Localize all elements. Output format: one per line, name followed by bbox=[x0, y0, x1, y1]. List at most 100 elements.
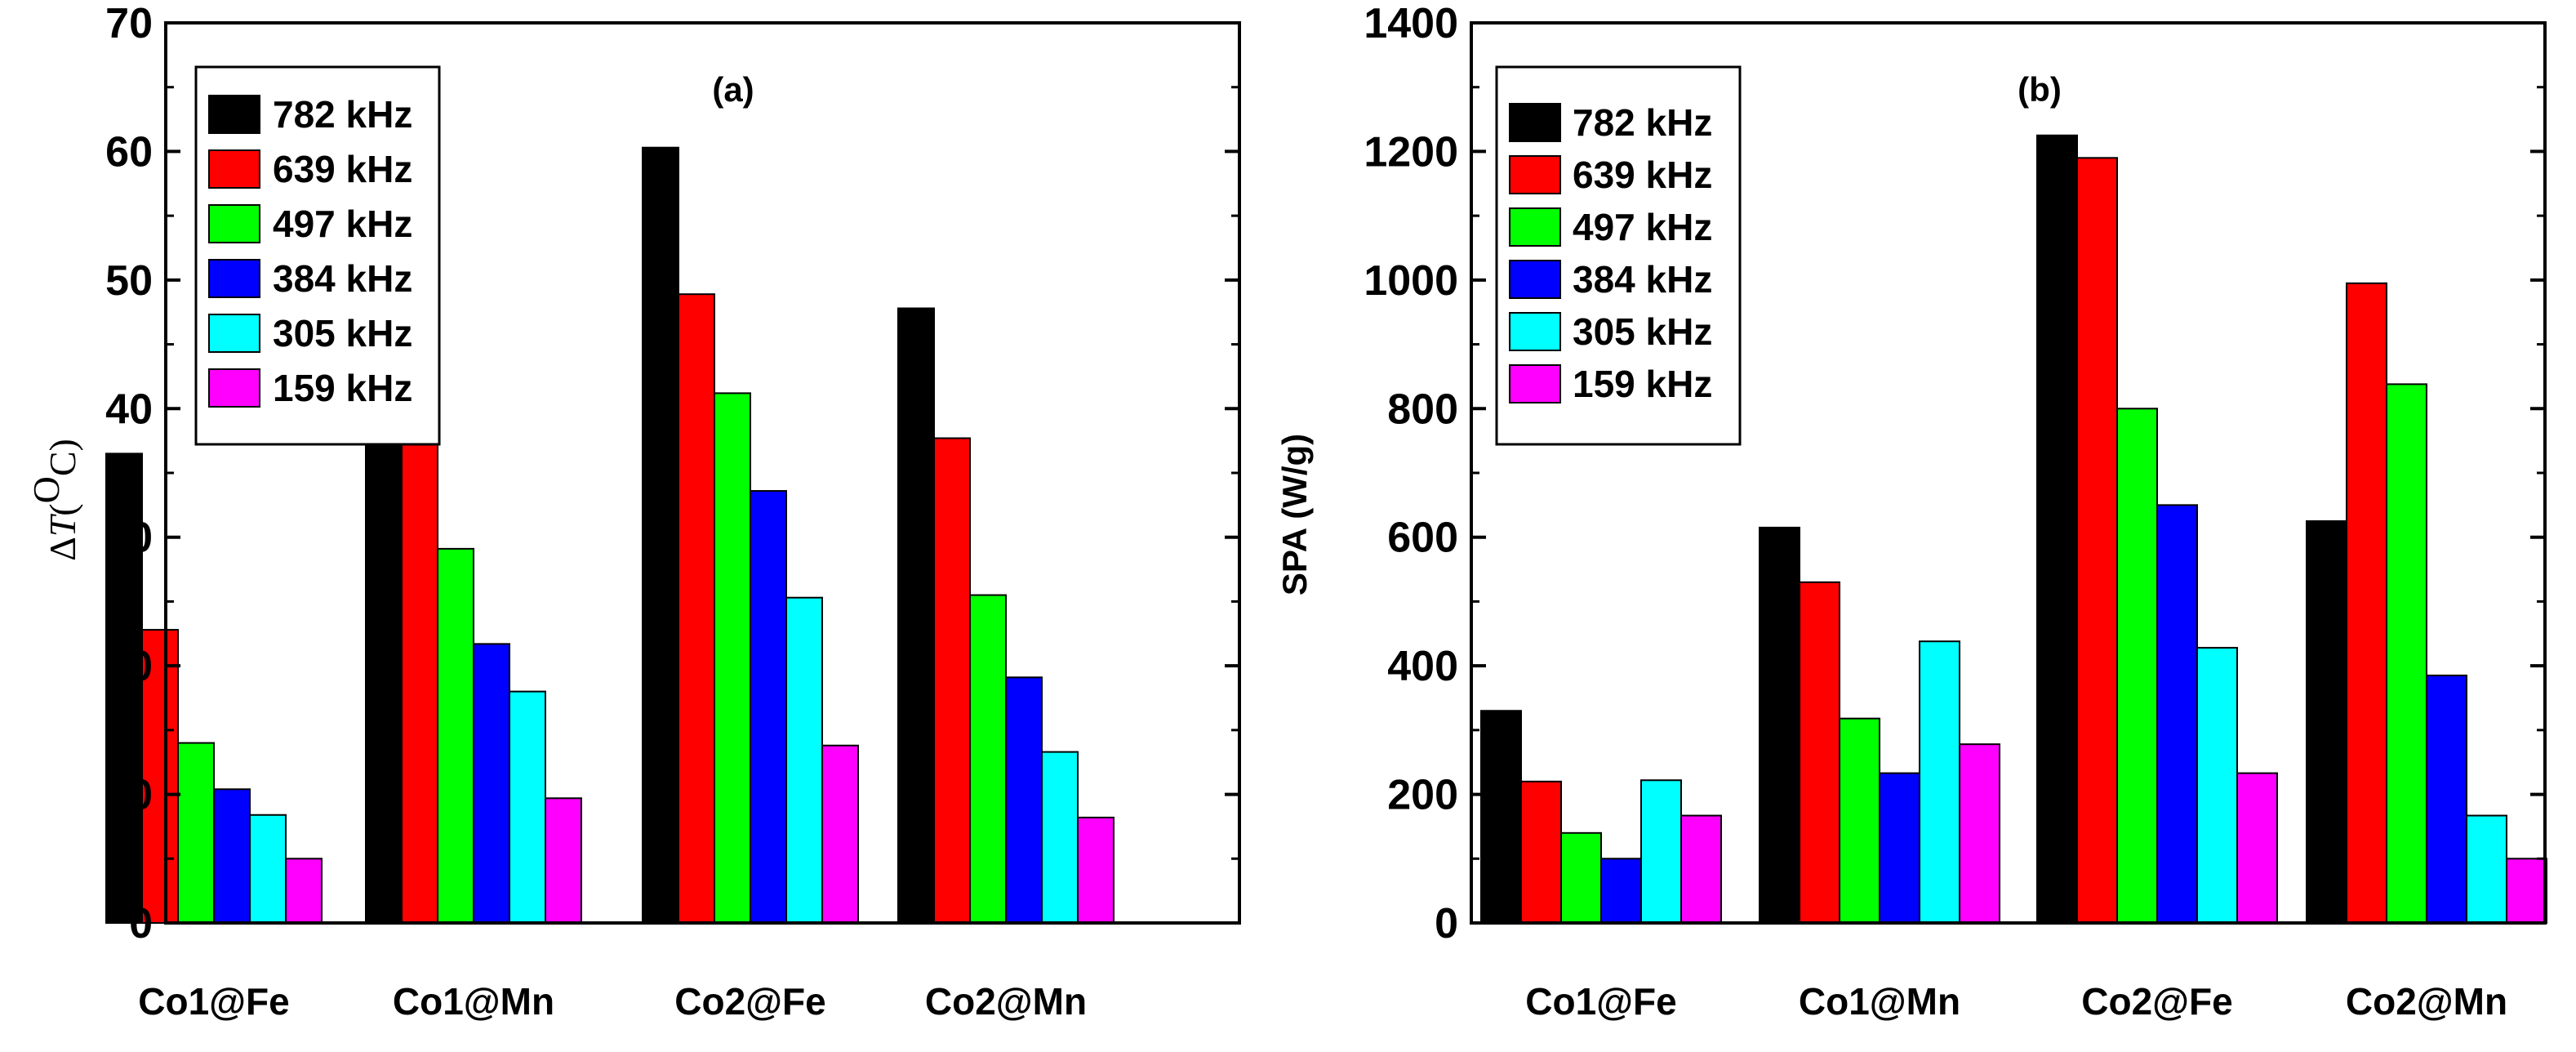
legend-swatch-b-159-khz bbox=[1509, 364, 1561, 403]
legend-label-b-639-khz: 639 kHz bbox=[1573, 154, 1712, 196]
legend-label-b-384-khz: 384 kHz bbox=[1573, 258, 1712, 301]
y-tick-label-a: 20 bbox=[105, 643, 153, 690]
bar-a-co2-fe-384-khz bbox=[750, 490, 787, 924]
bar-b-co1-mn-159-khz bbox=[1959, 743, 2000, 924]
bar-b-co2-fe-305-khz bbox=[2196, 647, 2238, 924]
legend-label-a-305-khz: 305 kHz bbox=[273, 312, 412, 354]
y-tick-label-a: 50 bbox=[105, 257, 153, 305]
bar-a-co2-mn-384-khz bbox=[1005, 676, 1043, 924]
bar-b-co2-mn-497-khz bbox=[2386, 383, 2427, 925]
bar-b-co1-mn-305-khz bbox=[1919, 640, 1960, 925]
bar-a-co1-fe-159-khz bbox=[285, 858, 323, 925]
x-category-label-a-co2-fe: Co2@Fe bbox=[674, 980, 825, 1023]
bar-b-co1-fe-497-khz bbox=[1560, 831, 1602, 924]
y-tick-label-b: 200 bbox=[1387, 772, 1458, 819]
bar-b-co1-fe-159-khz bbox=[1680, 814, 1722, 924]
y-tick-label-b: 800 bbox=[1387, 386, 1458, 433]
legend-swatch-b-639-khz bbox=[1509, 155, 1561, 194]
bar-a-co2-fe-159-khz bbox=[821, 744, 859, 925]
bar-b-co2-mn-639-khz bbox=[2346, 282, 2387, 924]
bar-b-co2-mn-305-khz bbox=[2466, 814, 2507, 924]
legend-label-a-639-khz: 639 kHz bbox=[273, 148, 412, 190]
bar-a-co2-mn-305-khz bbox=[1041, 751, 1079, 924]
x-category-label-a-co1-mn: Co1@Mn bbox=[393, 980, 554, 1023]
legend-label-a-497-khz: 497 kHz bbox=[273, 203, 412, 245]
ylabel-a-degree: O bbox=[25, 476, 67, 503]
legend-swatch-a-384-khz bbox=[208, 259, 260, 298]
legend-swatch-b-305-khz bbox=[1509, 312, 1561, 351]
bar-a-co2-mn-159-khz bbox=[1077, 816, 1114, 924]
y-tick-label-a: 0 bbox=[129, 900, 153, 947]
bar-a-co1-fe-497-khz bbox=[177, 742, 215, 924]
legend-label-b-497-khz: 497 kHz bbox=[1573, 206, 1712, 248]
legend-label-a-782-khz: 782 kHz bbox=[273, 93, 412, 136]
bar-b-co2-fe-782-khz bbox=[2036, 134, 2078, 924]
bar-a-co2-fe-639-khz bbox=[678, 293, 715, 925]
y-tick-label-b: 1200 bbox=[1364, 128, 1458, 176]
bar-b-co1-fe-782-khz bbox=[1480, 710, 1522, 924]
bar-a-co2-fe-305-khz bbox=[785, 596, 823, 924]
bar-a-co1-mn-305-khz bbox=[509, 690, 546, 925]
legend-swatch-a-159-khz bbox=[208, 368, 260, 408]
panel-a-label: (a) bbox=[712, 70, 754, 109]
legend-swatch-b-497-khz bbox=[1509, 207, 1561, 247]
bar-b-co1-mn-497-khz bbox=[1839, 717, 1880, 925]
panel-a-y-axis-label: ΔT(OC) bbox=[25, 439, 83, 561]
y-tick-label-a: 40 bbox=[105, 386, 153, 433]
bar-b-co1-mn-782-khz bbox=[1759, 526, 1800, 925]
bar-b-co1-mn-639-khz bbox=[1799, 581, 1840, 924]
bar-b-co1-fe-639-khz bbox=[1520, 780, 1562, 924]
y-tick-label-a: 60 bbox=[105, 128, 153, 176]
legend-label-b-305-khz: 305 kHz bbox=[1573, 310, 1712, 353]
bar-b-co2-mn-384-khz bbox=[2426, 674, 2467, 924]
ylabel-a-paren: ( bbox=[42, 503, 83, 515]
bar-a-co1-mn-497-khz bbox=[437, 547, 474, 925]
x-category-label-b-co1-fe: Co1@Fe bbox=[1525, 980, 1676, 1023]
y-tick-label-a: 10 bbox=[105, 772, 153, 819]
legend-swatch-a-497-khz bbox=[208, 204, 260, 243]
legend-swatch-b-384-khz bbox=[1509, 260, 1561, 299]
bar-b-co1-fe-305-khz bbox=[1640, 779, 1682, 924]
bar-a-co2-mn-782-khz bbox=[897, 307, 935, 924]
legend-label-b-159-khz: 159 kHz bbox=[1573, 363, 1712, 405]
ylabel-a-unit: C) bbox=[42, 439, 83, 476]
x-category-label-a-co1-fe: Co1@Fe bbox=[138, 980, 289, 1023]
y-tick-label-a: 70 bbox=[105, 0, 153, 47]
bar-a-co1-fe-384-khz bbox=[213, 788, 251, 924]
legend-swatch-b-782-khz bbox=[1509, 103, 1561, 142]
bar-b-co1-mn-384-khz bbox=[1879, 772, 1920, 924]
bar-b-co2-mn-782-khz bbox=[2306, 520, 2347, 924]
ylabel-a-t: T bbox=[42, 513, 83, 537]
bar-a-co1-fe-305-khz bbox=[249, 814, 287, 925]
bar-b-co1-fe-384-khz bbox=[1600, 858, 1642, 925]
bar-a-co2-mn-639-khz bbox=[933, 437, 971, 924]
x-category-label-b-co2-fe: Co2@Fe bbox=[2081, 980, 2232, 1023]
panel-b-y-axis-label: SPA (W/g) bbox=[1275, 434, 1314, 595]
bar-a-co1-mn-159-khz bbox=[545, 797, 582, 925]
y-tick-label-b: 1000 bbox=[1364, 257, 1458, 305]
bar-b-co2-mn-159-khz bbox=[2506, 858, 2547, 925]
y-tick-label-b: 0 bbox=[1435, 900, 1458, 947]
bar-a-co2-mn-497-khz bbox=[969, 594, 1007, 924]
bar-a-co2-fe-782-khz bbox=[642, 146, 679, 925]
y-tick-label-b: 600 bbox=[1387, 515, 1458, 562]
legend-label-a-384-khz: 384 kHz bbox=[273, 257, 412, 300]
x-category-label-a-co2-mn: Co2@Mn bbox=[925, 980, 1087, 1023]
bar-b-co2-fe-639-khz bbox=[2076, 157, 2118, 925]
bar-a-co2-fe-497-khz bbox=[714, 392, 751, 924]
bar-b-co2-fe-497-khz bbox=[2116, 408, 2158, 924]
legend-swatch-a-782-khz bbox=[208, 95, 260, 134]
bar-b-co2-fe-384-khz bbox=[2156, 504, 2198, 924]
legend-label-b-782-khz: 782 kHz bbox=[1573, 101, 1712, 144]
y-tick-label-a: 30 bbox=[105, 515, 153, 562]
bar-b-co2-fe-159-khz bbox=[2236, 772, 2278, 924]
panel-b-label: (b) bbox=[2018, 70, 2062, 109]
y-tick-label-b: 400 bbox=[1387, 643, 1458, 690]
x-category-label-b-co2-mn: Co2@Mn bbox=[2346, 980, 2507, 1023]
x-category-label-b-co1-mn: Co1@Mn bbox=[1799, 980, 1960, 1023]
legend-swatch-a-305-khz bbox=[208, 314, 260, 353]
legend-label-a-159-khz: 159 kHz bbox=[273, 367, 412, 409]
ylabel-a-delta: Δ bbox=[42, 537, 83, 561]
bar-a-co1-mn-384-khz bbox=[473, 643, 510, 924]
